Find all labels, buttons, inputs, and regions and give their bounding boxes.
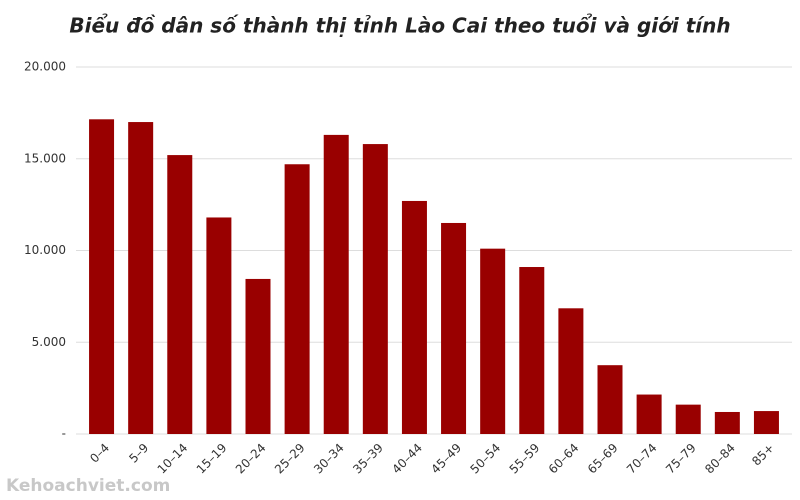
y-tick-label: 10.000 (24, 243, 66, 257)
bar (206, 217, 232, 434)
y-tick-label: 15.000 (24, 151, 66, 165)
bar (636, 394, 662, 434)
bar (441, 222, 467, 434)
bar (167, 155, 193, 434)
y-tick-label: 20.000 (24, 60, 66, 74)
bar (323, 134, 349, 434)
bar (558, 308, 584, 434)
bar (89, 119, 115, 435)
y-tick-label: 5.000 (32, 335, 66, 349)
bar (675, 404, 701, 434)
bar (284, 164, 310, 434)
bar (128, 122, 154, 435)
watermark: Kehoachviet.com (6, 476, 170, 496)
bar (401, 200, 427, 434)
bar (597, 365, 623, 434)
bar (245, 278, 271, 434)
y-tick-label: - (62, 427, 66, 441)
chart-title: Biểu đồ dân số thành thị tỉnh Lào Cai th… (69, 14, 730, 38)
bar (480, 248, 506, 434)
bar (362, 144, 388, 434)
bar (714, 411, 740, 434)
bar (753, 411, 779, 434)
bar (519, 267, 545, 434)
